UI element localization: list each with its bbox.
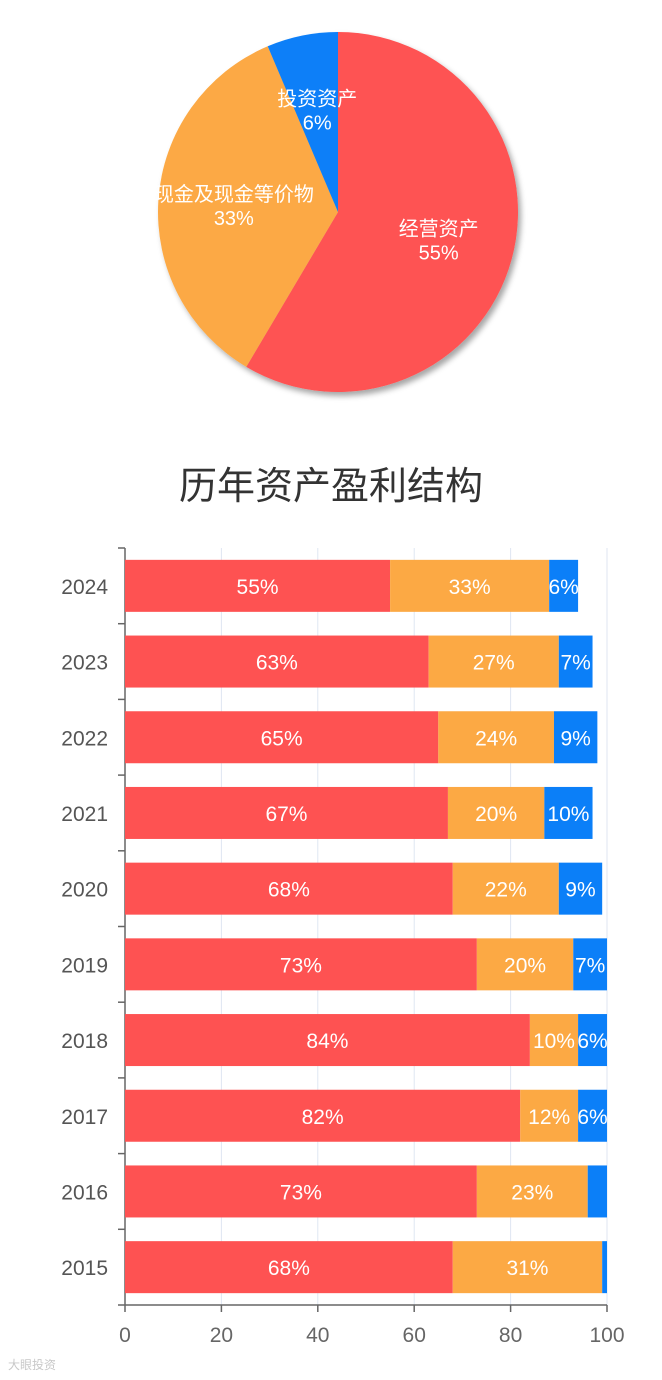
- x-tick-label: 60: [403, 1324, 426, 1347]
- bar-data-label: 68%: [268, 1257, 310, 1280]
- bar-data-label: 7%: [560, 652, 590, 675]
- y-category-label: 2022: [61, 727, 108, 750]
- bar-data-label: 6%: [548, 576, 578, 599]
- x-tick-label: 20: [210, 1324, 233, 1347]
- bar-segment: [520, 1089, 579, 1142]
- y-category-label: 2023: [61, 652, 108, 675]
- y-category-label: 2021: [61, 803, 108, 826]
- bar-segment: [125, 862, 453, 915]
- bar-data-label: 73%: [280, 1181, 322, 1204]
- bar-data-label: 9%: [560, 727, 590, 750]
- bar-data-label: 12%: [528, 1106, 570, 1129]
- pie-slice: [246, 32, 519, 393]
- bar-data-label: 20%: [504, 954, 546, 977]
- bar-segment: [125, 1165, 477, 1218]
- bar-segment: [390, 559, 550, 612]
- bar-data-label: 84%: [306, 1030, 348, 1053]
- bar-segment: [125, 1089, 521, 1142]
- bar-data-label: 6%: [577, 1106, 607, 1129]
- bar-segment: [452, 1241, 603, 1294]
- pie-slice-label: 现金及现金等价物: [154, 182, 314, 206]
- y-category-label: 2017: [61, 1106, 108, 1129]
- bar-segment: [125, 635, 429, 688]
- pie-slice-label: 投资资产: [277, 87, 357, 111]
- bar-segment: [476, 1165, 588, 1218]
- bar-data-label: 22%: [485, 879, 527, 902]
- bar-segment: [558, 862, 603, 915]
- pie-slice-label: 经营资产: [399, 217, 479, 241]
- bar-data-label: 68%: [268, 879, 310, 902]
- pie-slice-percent: 33%: [214, 208, 254, 230]
- bar-segment: [587, 1165, 607, 1218]
- bar-segment: [125, 711, 439, 764]
- pie-slice-percent: 55%: [419, 243, 459, 265]
- bar-segment: [553, 711, 598, 764]
- bar-data-label: 6%: [577, 1030, 607, 1053]
- x-tick-label: 80: [499, 1324, 522, 1347]
- bar-data-label: 67%: [265, 803, 307, 826]
- bar-data-label: 23%: [511, 1181, 553, 1204]
- y-category-label: 2018: [61, 1030, 108, 1053]
- bar-segment: [125, 1241, 453, 1294]
- y-category-label: 2020: [61, 879, 108, 902]
- bar-data-label: 73%: [280, 954, 322, 977]
- bar-segment: [428, 635, 559, 688]
- bar-segment: [544, 786, 593, 839]
- bar-data-label: 27%: [473, 652, 515, 675]
- bar-segment: [125, 1014, 530, 1067]
- watermark-text: 大眼投资: [8, 1358, 57, 1372]
- bar-segment: [549, 559, 579, 612]
- bar-segment: [438, 711, 554, 764]
- pie-slice: [157, 46, 338, 367]
- y-category-label: 2019: [61, 954, 108, 977]
- bar-data-label: 24%: [475, 727, 517, 750]
- pie-slice-percent: 6%: [303, 113, 332, 135]
- bar-data-label: 33%: [449, 576, 491, 599]
- bar-data-label: 20%: [475, 803, 517, 826]
- bar-data-label: 7%: [575, 954, 605, 977]
- bar-data-label: 31%: [506, 1257, 548, 1280]
- bar-data-label: 9%: [565, 879, 595, 902]
- bar-segment: [447, 786, 545, 839]
- bar-data-label: 10%: [547, 803, 589, 826]
- bar-data-label: 82%: [302, 1106, 344, 1129]
- y-category-label: 2024: [61, 576, 108, 599]
- bar-chart-title: 历年资产盈利结构: [178, 464, 483, 508]
- bar-segment: [452, 862, 559, 915]
- bar-segment: [573, 938, 607, 991]
- x-tick-label: 40: [306, 1324, 329, 1347]
- bar-segment: [125, 938, 477, 991]
- pie-slice: [267, 32, 338, 212]
- y-category-label: 2015: [61, 1257, 108, 1280]
- bar-segment: [578, 1014, 607, 1067]
- bar-segment: [125, 559, 391, 612]
- bar-data-label: 65%: [261, 727, 303, 750]
- y-category-label: 2016: [61, 1181, 108, 1204]
- bar-data-label: 63%: [256, 652, 298, 675]
- bar-segment: [578, 1089, 607, 1142]
- bar-segment: [476, 938, 574, 991]
- x-tick-label: 0: [119, 1324, 131, 1347]
- bar-data-label: 10%: [533, 1030, 575, 1053]
- bar-segment: [125, 786, 448, 839]
- x-tick-label: 100: [589, 1324, 624, 1347]
- bar-segment: [529, 1014, 579, 1067]
- bar-segment: [558, 635, 593, 688]
- bar-data-label: 55%: [237, 576, 279, 599]
- bar-segment: [602, 1241, 607, 1294]
